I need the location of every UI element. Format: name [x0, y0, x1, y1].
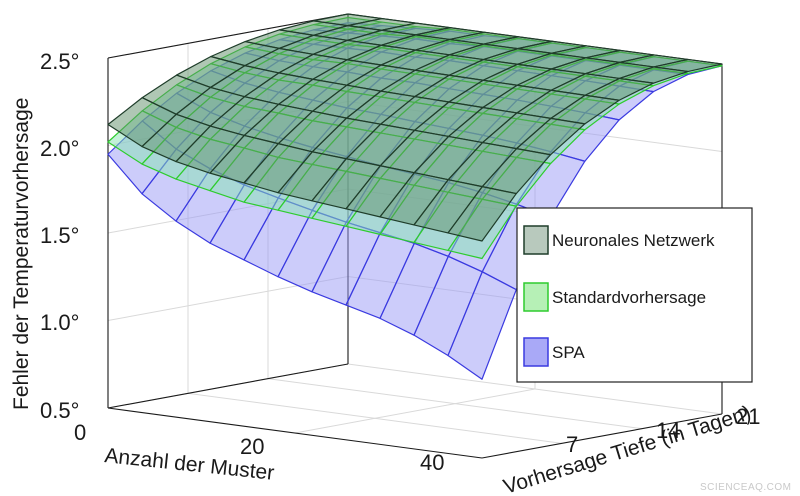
z-tick-label-2: 1.5°	[40, 223, 79, 248]
z-tick-label-1: 1.0°	[40, 310, 79, 335]
x-tick-label-0: 0	[74, 420, 86, 445]
axis-box-edge	[481, 413, 723, 459]
legend-swatch-spa	[523, 337, 549, 367]
axis-box-edge	[107, 13, 349, 59]
x-tick-label-2: 40	[420, 450, 444, 475]
z-tick-label-0: 0.5°	[40, 398, 79, 423]
watermark: SCIENCEAQ.COM	[700, 482, 792, 493]
surface-patch	[447, 186, 517, 242]
surface-plot-area	[107, 13, 723, 380]
axis-box-edge	[107, 363, 349, 409]
y-tick-label-0: 7	[566, 432, 578, 457]
legend-swatch-neuronales-netzwerk	[523, 225, 549, 255]
x-tick-label-1: 20	[240, 434, 264, 459]
legend-label-neuronales-netzwerk: Neuronales Netzwerk	[552, 231, 715, 250]
legend-label-standardvorhersage: Standardvorhersage	[552, 288, 706, 307]
y-tick-label-1: 14	[656, 418, 680, 443]
legend-box	[516, 207, 753, 383]
axis-box-edge	[107, 407, 483, 459]
legend-swatch-standardvorhersage	[523, 282, 549, 312]
z-tick-label-4: 2.5°	[40, 49, 79, 74]
surface-patch	[447, 271, 517, 380]
legend-label-spa: SPA	[552, 343, 585, 362]
y-tick-label-2: 21	[736, 404, 760, 429]
z-tick-label-3: 2.0°	[40, 136, 79, 161]
z-axis-label: Fehler der Temperaturvorhersage	[10, 98, 33, 410]
surface-neuronales-netzwerk	[107, 13, 723, 242]
legend: Neuronales Netzwerk Standardvorhersage S…	[516, 207, 753, 383]
